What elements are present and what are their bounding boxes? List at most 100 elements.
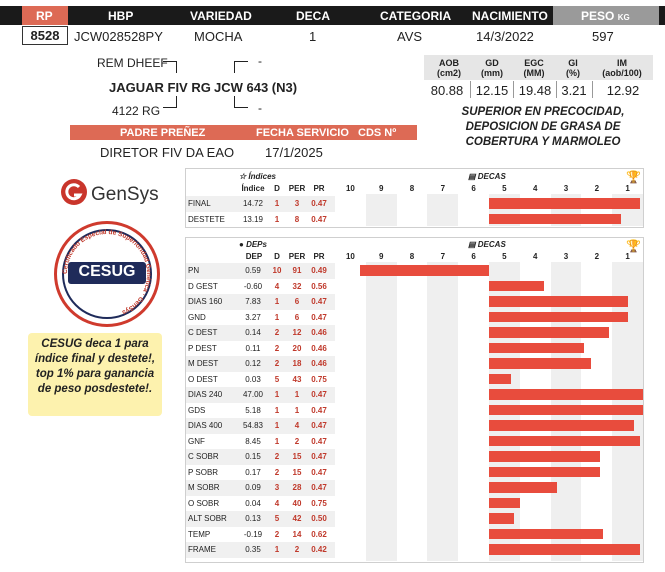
indices-col-per: PER (288, 184, 306, 193)
indices-section-label: ☆ Índices (239, 172, 276, 181)
deps-row-value: 0.12 (245, 359, 261, 368)
dam-sire: - (258, 54, 262, 68)
deps-decas-label: ▤ DECAS (468, 240, 506, 249)
deps-row-d: 5 (274, 514, 280, 523)
deps-row-pr: 0.50 (311, 514, 327, 523)
aob-separator (592, 81, 593, 98)
deps-row-d: 2 (274, 328, 280, 337)
deps-row-stripe (186, 325, 335, 341)
label-fecha-servicio: FECHA SERVICIO (256, 127, 349, 139)
deps-row-value: 8.45 (245, 436, 261, 446)
gd-value: 12.15 (475, 83, 509, 98)
aob-value: 80.88 (430, 83, 464, 98)
deps-row-d: 1 (274, 297, 280, 306)
gensys-logo-text: GenSys (91, 184, 159, 205)
gensys-logo-icon (61, 179, 87, 205)
deps-row-value: 0.15 (245, 452, 261, 461)
indices-row-per: 8 (294, 214, 300, 224)
deps-row-value: 0.09 (245, 483, 261, 492)
deps-row-per: 12 (292, 328, 302, 337)
pedigree-bracket (234, 96, 248, 108)
deps-row-stripe (186, 356, 335, 372)
deps-row-label: TEMP (188, 529, 211, 539)
deps-row-label: GDS (188, 405, 206, 415)
variedad-value: MOCHA (194, 29, 243, 44)
deps-grid-column (365, 262, 397, 561)
deps-row-per: 6 (294, 312, 300, 322)
deps-row-per: 6 (294, 297, 300, 306)
deps-row-pr: 0.47 (311, 390, 327, 399)
deps-deca-bar (489, 404, 643, 415)
deps-row-stripe (186, 263, 335, 279)
deps-row-stripe (186, 294, 335, 310)
label-rp: RP (36, 9, 53, 23)
indices-deca-tick: 2 (594, 184, 600, 193)
padre-prenez-value: DIRETOR FIV DA EAO (100, 145, 235, 160)
label-padre-prenez: PADRE PREÑEZ (120, 127, 206, 139)
im-header: IM (aob/100) (602, 58, 642, 78)
dam: JCW 643 (N3) (214, 80, 298, 95)
deps-row-d: 10 (272, 266, 282, 275)
deps-row-pr: 0.56 (311, 281, 327, 291)
deps-deca-bar (359, 265, 489, 276)
deps-row-d: 1 (274, 312, 280, 322)
deps-deca-tick: 1 (625, 252, 630, 261)
deps-row-value: 0.11 (245, 343, 261, 353)
deps-row-pr: 0.75 (311, 374, 327, 384)
header-bar (0, 6, 665, 25)
deps-row-value: 3.27 (245, 312, 261, 322)
trophy-icon: 🏆 (626, 239, 641, 253)
categoria-value: AVS (397, 29, 423, 44)
indices-col-indice: Índice (241, 184, 265, 193)
im-value: 12.92 (606, 83, 640, 98)
indices-deca-tick: 5 (502, 184, 507, 193)
deps-row-label: P SOBR (188, 467, 219, 477)
indices-deca-tick: 7 (440, 184, 446, 193)
deps-row-pr: 0.49 (311, 266, 327, 275)
indices-col-d: D (274, 184, 280, 193)
indices-row-label: FINAL (188, 199, 211, 208)
deps-row-label: C DEST (188, 328, 218, 337)
indices-deca-tick: 8 (409, 184, 415, 193)
deps-row-label: O SOBR (188, 498, 220, 508)
deps-row-pr: 0.47 (311, 421, 327, 430)
label-nacimiento: NACIMIENTO (472, 9, 548, 23)
indices-row-d: 1 (274, 199, 280, 208)
deps-row-stripe (186, 480, 335, 496)
deps-row-per: 20 (292, 343, 302, 353)
aob-values-row (424, 80, 653, 99)
deps-deca-bar (489, 420, 634, 431)
indices-row-d: 1 (274, 214, 280, 224)
aob-header: AOB (cm2) (436, 58, 461, 78)
indices-grid-column (365, 194, 397, 226)
deps-section-label: ● DEPs (239, 240, 267, 249)
indices-row-value: 13.19 (242, 214, 264, 224)
deps-row-label: GND (188, 312, 206, 322)
deps-row-value: 47.00 (242, 390, 264, 399)
deps-row-d: 1 (274, 405, 280, 415)
deps-row-value: 0.13 (245, 514, 261, 523)
deps-row-per: 15 (292, 467, 302, 477)
deps-row-label: P DEST (188, 343, 217, 353)
deps-deca-tick: 10 (345, 252, 355, 261)
indices-deca-tick: 3 (563, 184, 569, 193)
aob-separator (556, 81, 557, 98)
deps-row-value: 54.83 (242, 421, 264, 430)
deps-row-stripe (186, 542, 335, 558)
deps-row-value: 0.04 (245, 498, 261, 508)
deps-row-per: 2 (294, 545, 300, 554)
sire-sire: REM DHEEF (97, 56, 168, 70)
gi-value: 3.21 (561, 83, 587, 98)
deps-col-pr: PR (313, 252, 325, 261)
deps-deca-tick: 5 (502, 252, 507, 261)
deps-row-d: 2 (274, 467, 280, 477)
deps-row-label: M DEST (188, 359, 219, 368)
dam-dam: - (258, 101, 262, 115)
deps-row-pr: 0.47 (311, 452, 327, 461)
peso-value: 597 (592, 29, 614, 44)
aob-separator (513, 81, 514, 98)
indices-decas-label: ▤ DECAS (468, 172, 506, 181)
deps-row-per: 18 (292, 359, 302, 368)
deps-row-pr: 0.47 (311, 483, 327, 492)
pedigree-bracket (163, 96, 177, 108)
